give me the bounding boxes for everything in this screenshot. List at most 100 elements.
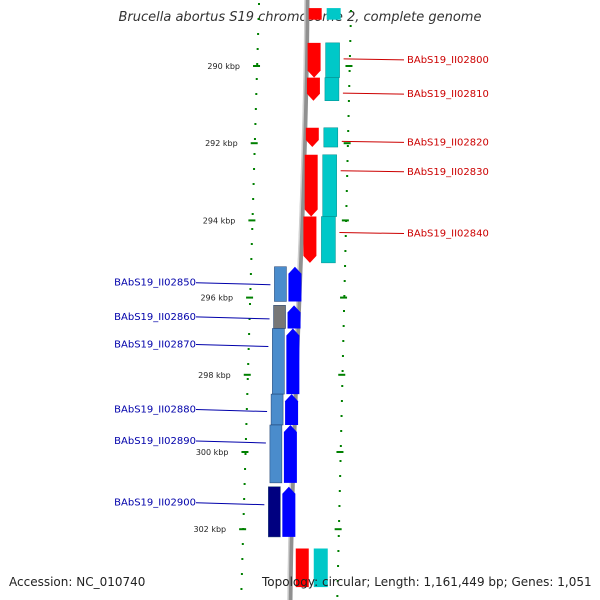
scale-dot	[341, 355, 344, 357]
scale-tick	[338, 373, 346, 376]
scale-dot	[338, 520, 341, 522]
scale-dot	[339, 460, 342, 462]
scale-ticks: 290 kbp 292 kbp 294 kbp 296 kbp 298 kbp 300 k…	[194, 62, 353, 534]
reverse-gene-label-leader	[195, 440, 266, 444]
scale-dot	[348, 70, 351, 72]
reverse-gene-label: BAbS19_II02860	[114, 312, 196, 323]
scale-dot-track	[240, 3, 352, 597]
forward-cds-block	[324, 77, 340, 101]
forward-gene-label-leader	[343, 58, 405, 61]
scale-dot	[252, 198, 255, 200]
forward-gene-arrow	[307, 42, 321, 78]
forward-gene-partial	[308, 8, 322, 20]
scale-dot	[348, 85, 351, 87]
reverse-cds-block	[272, 328, 285, 395]
scale-dot	[343, 280, 346, 282]
scale-dot	[341, 385, 344, 387]
forward-cds-partial	[326, 8, 341, 20]
reverse-gene-label: BAbS19_II02880	[114, 405, 196, 416]
scale-dot	[349, 25, 352, 27]
scale-dot	[347, 100, 350, 102]
scale-tick	[334, 528, 342, 531]
scale-dot	[350, 10, 352, 12]
scale-dot	[256, 48, 259, 50]
gene-labels: BAbS19_II02800 BAbS19_II02810 BAbS19_II028…	[114, 55, 489, 509]
reverse-gene-label: BAbS19_II02870	[114, 339, 196, 350]
scale-tick	[241, 451, 249, 453]
reverse-cds-block	[270, 393, 284, 426]
scale-dot	[240, 573, 243, 575]
scale-dot	[249, 273, 252, 275]
scale-dot	[342, 325, 345, 327]
forward-gene-label: BAbS19_II02800	[407, 55, 489, 66]
scale-tick-label: 298 kbp	[198, 371, 231, 380]
scale-dot	[340, 415, 343, 417]
scale-dot	[255, 93, 258, 95]
reverse-gene-arrow	[283, 424, 297, 483]
forward-gene-partial	[295, 548, 309, 588]
forward-cds-block	[322, 154, 337, 217]
forward-gene-label: BAbS19_II02820	[407, 137, 489, 148]
scale-tick	[248, 219, 256, 222]
forward-cds-block	[321, 216, 336, 264]
scale-dot	[253, 168, 256, 170]
reverse-gene-label-leader	[195, 409, 268, 413]
scale-tick	[239, 528, 247, 531]
scale-dot	[345, 190, 348, 192]
scale-dot	[241, 543, 244, 545]
scale-dot	[346, 160, 349, 162]
genome-info-label: Topology: circular; Length: 1,161,449 bp…	[262, 575, 592, 589]
scale-dot	[347, 130, 350, 132]
scale-dot	[244, 438, 247, 440]
scale-dot	[252, 183, 255, 185]
forward-gene-label-leader	[339, 232, 405, 235]
genome-map-title: Brucella abortus S19 chromosome 2, compl…	[118, 10, 482, 25]
scale-dot	[243, 498, 246, 500]
scale-dot	[347, 115, 350, 117]
scale-dot	[344, 235, 347, 237]
scale-dot	[253, 153, 256, 155]
forward-cds-block	[323, 127, 339, 148]
scale-dot	[250, 243, 253, 245]
scale-tick	[243, 373, 251, 376]
scale-dot	[341, 370, 344, 372]
scale-dot	[348, 55, 351, 57]
scale-dot	[340, 430, 343, 432]
scale-dot	[247, 363, 250, 365]
reverse-gene-arrow	[282, 486, 296, 537]
scale-dot	[245, 423, 248, 425]
scale-dot	[343, 310, 345, 312]
forward-gene-arrow	[304, 154, 318, 217]
scale-dot	[339, 475, 342, 477]
scale-tick	[336, 451, 344, 453]
scale-dot	[346, 175, 349, 177]
forward-gene-arrow	[305, 127, 319, 148]
scale-dot	[338, 505, 341, 507]
reverse-gene-label: BAbS19_II02900	[114, 498, 196, 509]
scale-tick-label: 292 kbp	[205, 139, 238, 148]
scale-dot	[336, 595, 339, 597]
scale-dot	[337, 565, 340, 567]
scale-dot	[340, 400, 343, 402]
forward-gene-label-leader	[342, 92, 405, 95]
scale-dot	[345, 205, 348, 207]
scale-tick-label: 290 kbp	[207, 62, 240, 71]
scale-dot	[254, 108, 257, 110]
scale-dot	[349, 40, 352, 42]
scale-dot	[343, 295, 346, 297]
scale-dot	[336, 580, 339, 582]
forward-cds-block	[325, 42, 340, 78]
scale-dot	[256, 63, 259, 65]
scale-tick	[343, 142, 351, 145]
reverse-gene-label-leader	[195, 282, 271, 286]
scale-tick-label: 300 kbp	[196, 448, 229, 457]
reverse-gene-label-leader	[195, 502, 265, 506]
scale-dot	[244, 453, 247, 455]
scale-dot	[338, 490, 341, 492]
forward-gene-label-leader	[340, 170, 405, 173]
scale-dot	[245, 408, 248, 410]
scale-dot	[254, 123, 257, 125]
scale-dot	[251, 213, 254, 215]
reverse-gene-arrow	[285, 394, 299, 425]
